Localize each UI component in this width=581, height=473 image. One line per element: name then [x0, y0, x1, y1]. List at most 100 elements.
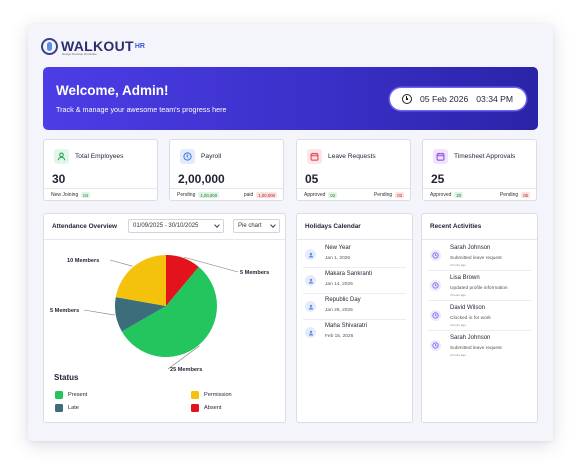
stat-footer: Pending 1,00,000 paid 1,00,000: [177, 192, 277, 198]
foot-right-badge: 1,00,000: [256, 192, 277, 198]
stat-footer: Approved 02 Pending 03: [304, 192, 404, 198]
legend-label: Absent: [204, 405, 222, 411]
attendance-pie-chart: [83, 255, 239, 370]
holiday-item[interactable]: Makara Sankranti Jan 14, 2026: [303, 267, 406, 294]
foot-left-label: New Joining: [51, 192, 79, 198]
attendance-overview-panel: Attendance Overview 01/09/2025 - 30/10/2…: [43, 213, 286, 423]
activity-item[interactable]: Sarah Johnson Submitted leave request 2 …: [428, 331, 531, 361]
foot-left-badge: 20: [454, 192, 464, 198]
pie-leader-line: [83, 309, 115, 316]
holiday-item[interactable]: Maha Shivaratri Feb 15, 2026: [303, 319, 406, 346]
status-legend-title: Status: [54, 373, 79, 382]
foot-left-label: Approved: [304, 192, 326, 198]
user-icon: [305, 275, 316, 286]
stat-label: Payroll: [201, 153, 222, 160]
brain-logo-icon: [41, 37, 58, 55]
holiday-name: New Year: [325, 245, 351, 251]
date-range-select[interactable]: 01/09/2025 - 30/10/2025: [128, 219, 224, 233]
activity-item[interactable]: Sarah Johnson Submitted leave request 2 …: [428, 241, 531, 271]
activity-action: Submitted leave request: [450, 346, 502, 351]
activity-item[interactable]: David Wilson Clocked in for work 4 hours…: [428, 301, 531, 331]
holiday-name: Makara Sankranti: [325, 271, 373, 277]
activity-time: 4 hours ago: [450, 323, 466, 327]
stat-label: Total Employees: [75, 153, 124, 160]
pie-leader-line: [109, 259, 133, 267]
holidays-calendar-panel: Holidays Calendar New Year Jan 1, 2026 M…: [296, 213, 413, 423]
stat-footer: Approved 20 Pending 05: [430, 192, 530, 198]
divider: [44, 239, 285, 240]
legend-late: Late: [55, 404, 79, 412]
pie-label-present: 25 Members: [170, 367, 203, 373]
stat-card-payroll[interactable]: ₹ Payroll 2,00,000 Pending 1,00,000 paid…: [169, 139, 284, 201]
pie-slice-absent[interactable]: [166, 255, 199, 306]
panel-title: Holidays Calendar: [305, 223, 361, 230]
holiday-item[interactable]: Republic Day Jan 26, 2026: [303, 293, 406, 320]
chart-type-value: Pie chart: [238, 223, 262, 229]
date-range-value: 01/09/2025 - 30/10/2025: [133, 223, 199, 229]
panel-title: Recent Activities: [430, 223, 482, 230]
holiday-item[interactable]: New Year Jan 1, 2026: [303, 241, 406, 268]
brand-logo[interactable]: WALKOUT HR Design Develop Dominate: [41, 35, 145, 57]
divider: [422, 239, 537, 240]
foot-right-label: Pending: [499, 192, 519, 198]
current-time: 03:34 PM: [476, 94, 514, 104]
foot-right-badge: 03: [395, 192, 404, 198]
activity-clock-icon: [430, 280, 441, 291]
welcome-subtitle: Track & manage your awesome team's progr…: [56, 105, 227, 114]
datetime-display: 05 Feb 2026 03:34 PM: [390, 88, 526, 110]
brand-suffix: HR: [134, 42, 145, 50]
activity-clock-icon: [430, 340, 441, 351]
legend-absent: Absent: [191, 404, 221, 412]
chart-type-select[interactable]: Pie chart: [233, 219, 280, 233]
activity-action: Clocked in for work: [450, 316, 491, 321]
recent-activities-panel: Recent Activities Sarah Johnson Submitte…: [421, 213, 538, 423]
stat-value: 2,00,000: [178, 172, 225, 186]
foot-right-badge: 05: [521, 192, 530, 198]
stat-label: Leave Requests: [328, 153, 376, 160]
panel-title: Attendance Overview: [52, 223, 117, 230]
holiday-date: Feb 15, 2026: [325, 334, 354, 339]
welcome-title: Welcome, Admin!: [56, 83, 169, 98]
foot-left-label: Pending: [177, 192, 196, 198]
divider: [297, 188, 410, 189]
pie-slice-permission[interactable]: [115, 255, 166, 306]
legend-swatch: [55, 391, 63, 399]
activity-clock-icon: [430, 310, 441, 321]
pie-leader-line: [183, 256, 239, 273]
divider: [170, 188, 283, 189]
activity-user: Sarah Johnson: [450, 335, 491, 341]
holiday-date: Jan 14, 2026: [325, 282, 353, 287]
pie-slice-late[interactable]: [115, 297, 166, 332]
pie-label-late: 5 Members: [50, 308, 80, 314]
calendar-check-icon: [433, 149, 448, 164]
pie-label-permission: 10 Members: [67, 258, 100, 264]
legend-swatch: [191, 391, 199, 399]
currency-icon: ₹: [180, 149, 195, 164]
divider: [423, 188, 536, 189]
stat-card-timesheet-approvals[interactable]: Timesheet Approvals 25 Approved 20 Pendi…: [422, 139, 537, 201]
user-icon: [54, 149, 69, 164]
stat-card-leave-requests[interactable]: Leave Requests 05 Approved 02 Pending 03: [296, 139, 411, 201]
pie-slice-present[interactable]: [121, 266, 217, 357]
legend-swatch: [55, 404, 63, 412]
foot-left-badge: 1,00,000: [198, 192, 220, 198]
stat-label: Timesheet Approvals: [454, 153, 516, 160]
stat-value: 05: [305, 172, 319, 186]
activity-user: David Wilson: [450, 305, 486, 311]
stat-footer: New Joining 04: [51, 192, 151, 198]
current-date: 05 Feb 2026: [420, 94, 469, 104]
holiday-date: Jan 26, 2026: [325, 308, 353, 313]
holiday-name: Maha Shivaratri: [325, 323, 368, 329]
activity-item[interactable]: Lisa Brown Updated profile information 3…: [428, 271, 531, 301]
activity-time: 3 hours ago: [450, 293, 466, 297]
foot-right-label: Pending: [373, 192, 393, 198]
foot-left-badge: 02: [328, 192, 338, 198]
stat-card-employees[interactable]: Total Employees 30 New Joining 04: [43, 139, 158, 201]
foot-left-badge: 04: [81, 192, 91, 198]
activity-action: Updated profile information: [450, 286, 508, 291]
divider: [44, 188, 157, 189]
brand-name: WALKOUT: [61, 38, 134, 54]
svg-text:₹: ₹: [186, 154, 190, 160]
holiday-date: Jan 1, 2026: [325, 256, 351, 261]
activity-time: 2 hours ago: [450, 353, 466, 357]
